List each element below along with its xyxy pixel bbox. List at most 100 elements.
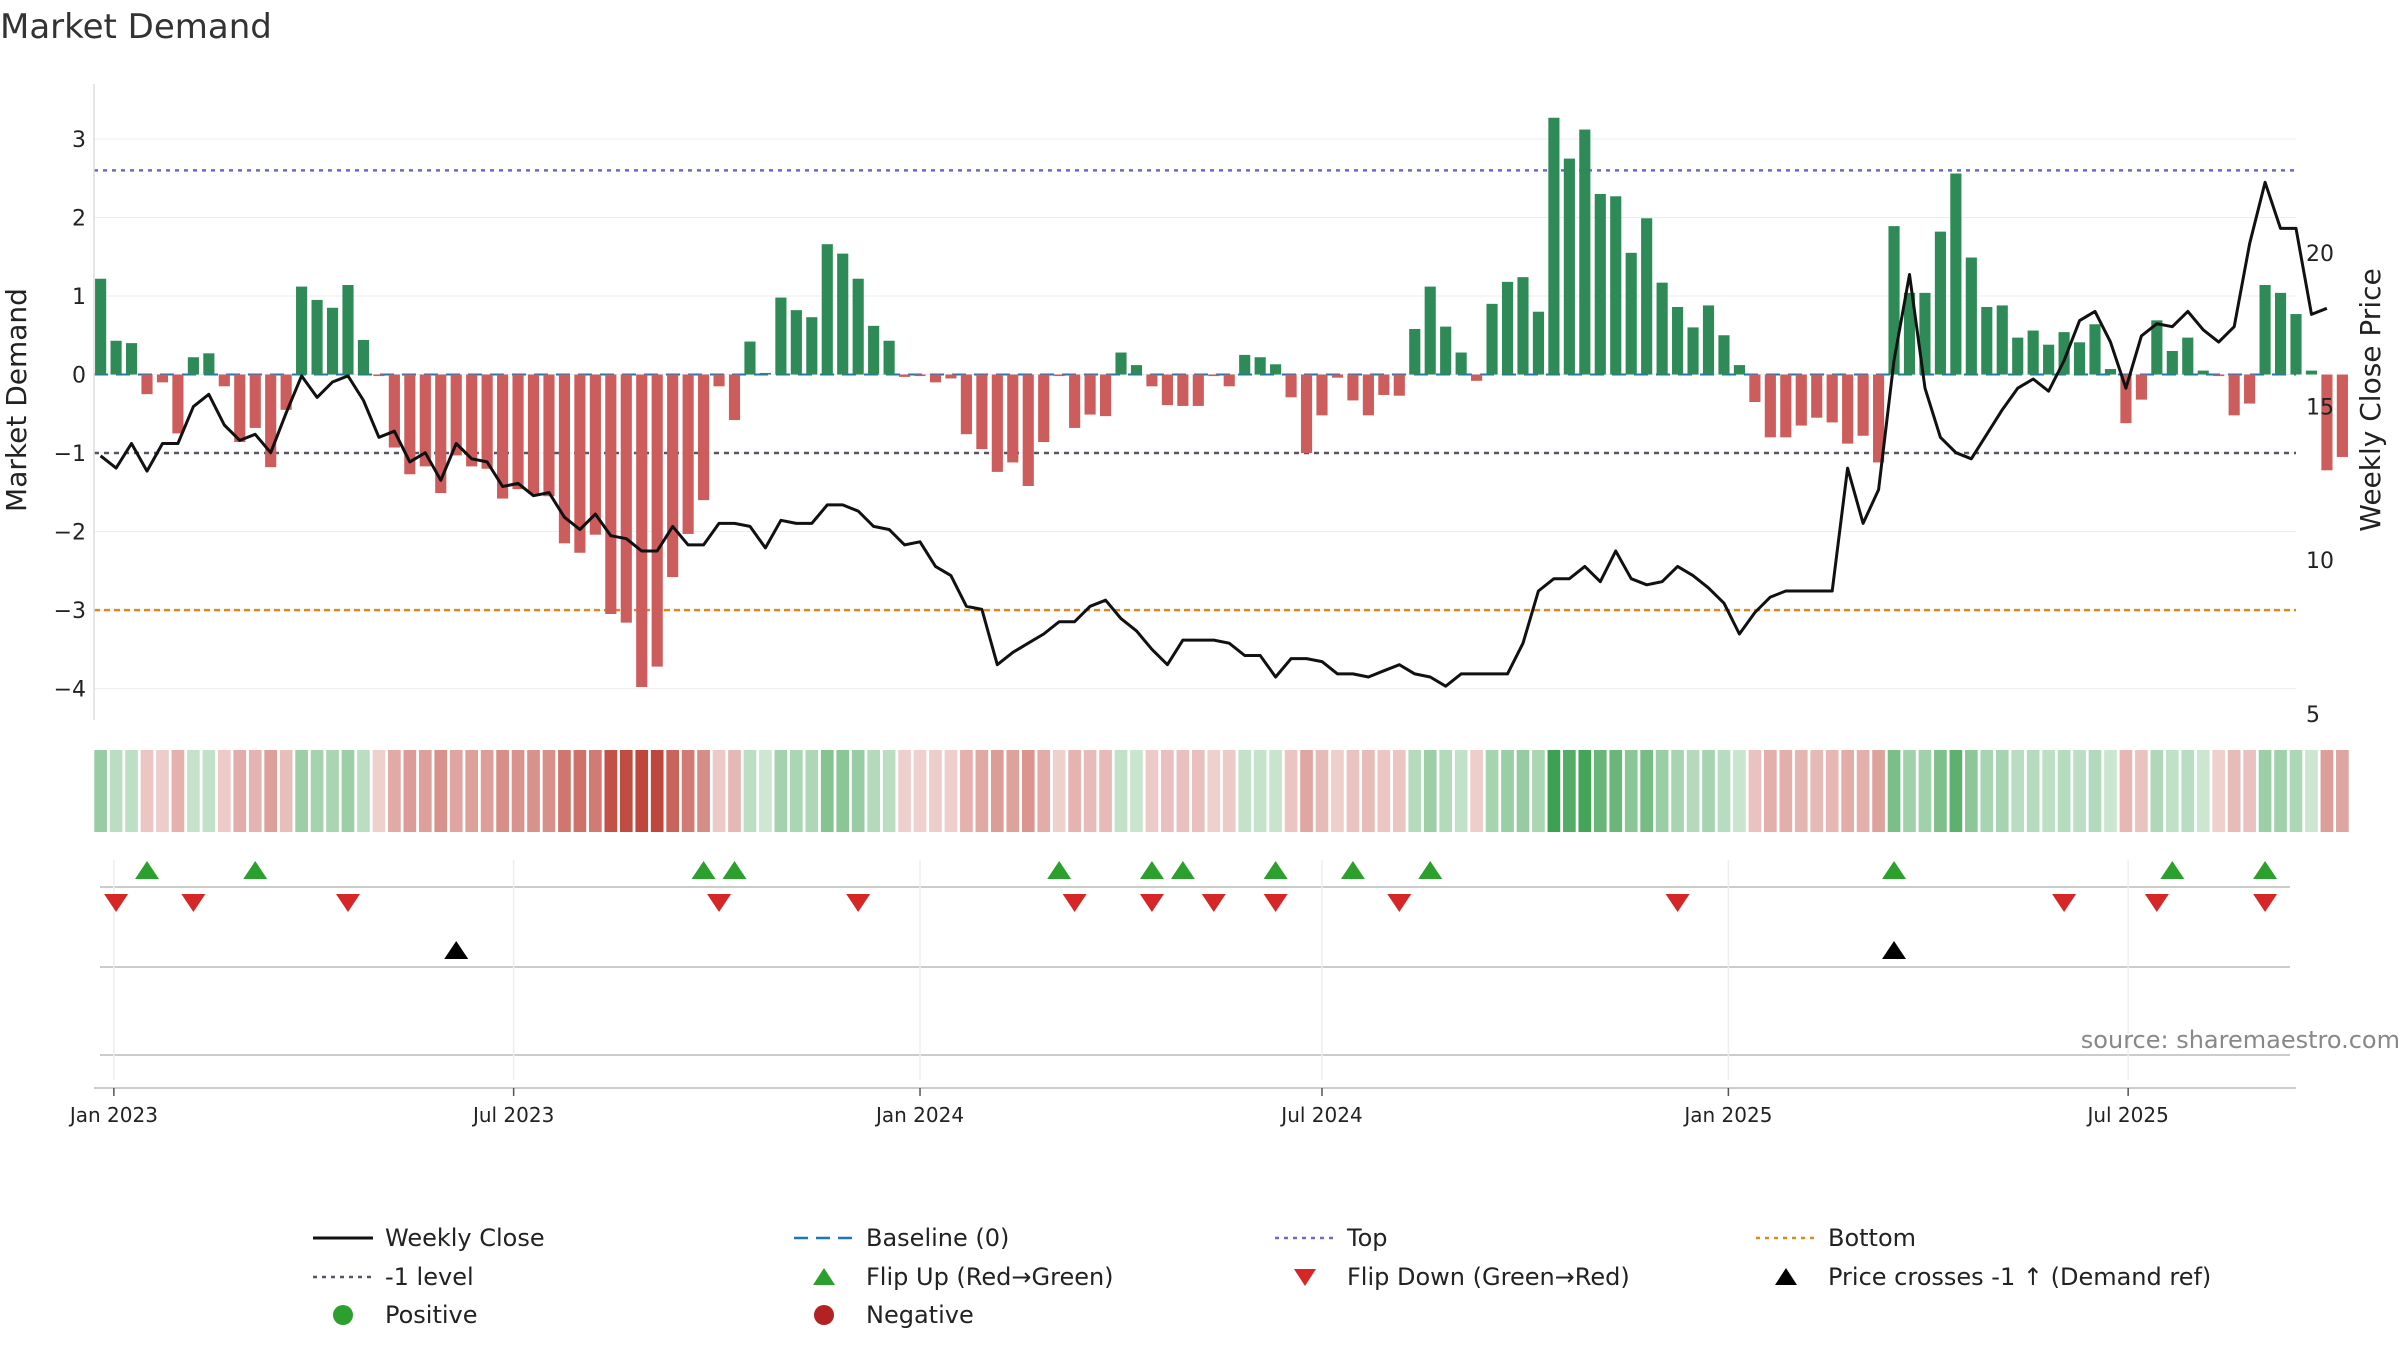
demand-bar xyxy=(512,374,524,490)
demand-bar xyxy=(960,374,972,435)
demand-bar xyxy=(296,286,308,375)
heat-cell xyxy=(1269,750,1282,832)
heat-cell xyxy=(2011,750,2025,832)
heat-cell xyxy=(1578,750,1592,832)
demand-bar xyxy=(435,374,447,494)
demand-bar xyxy=(1811,374,1823,418)
legend-label: Negative xyxy=(866,1301,974,1329)
demand-bar xyxy=(125,343,138,375)
heat-cell xyxy=(2336,750,2349,832)
heat-cell xyxy=(2258,750,2272,832)
y-tick-label: 1 xyxy=(72,285,86,310)
demand-bar xyxy=(1996,305,2008,375)
heat-cell xyxy=(449,750,463,832)
demand-bar xyxy=(404,374,416,475)
heat-cell xyxy=(372,750,386,832)
demand-bar xyxy=(589,374,601,535)
demand-bar xyxy=(1007,374,1019,463)
demand-bar xyxy=(2321,374,2333,471)
demand-bar xyxy=(1579,129,1591,375)
demand-bar xyxy=(1857,374,1869,436)
heat-cell xyxy=(960,750,973,832)
y2-tick-label: 20 xyxy=(2306,242,2334,267)
demand-bar xyxy=(806,317,818,375)
heat-cell xyxy=(480,750,494,832)
flip-down-marker xyxy=(707,894,732,912)
flip-up-marker xyxy=(1418,861,1443,879)
heat-cell xyxy=(1052,750,1066,832)
demand-bar xyxy=(991,374,1003,472)
heat-cell xyxy=(1794,750,1808,832)
flip-up-marker xyxy=(691,861,716,879)
demand-bar xyxy=(1687,327,1699,375)
heat-cell xyxy=(2274,750,2287,832)
demand-bar xyxy=(2259,285,2271,375)
demand-bar xyxy=(280,374,292,410)
demand-bar xyxy=(1672,306,1684,375)
demand-bar xyxy=(1594,193,1606,375)
heat-cell xyxy=(650,750,664,832)
heat-cell xyxy=(1253,750,1267,832)
heat-cell xyxy=(1671,750,1684,832)
demand-bar xyxy=(558,374,571,544)
heat-cell xyxy=(697,750,710,832)
legend-label: Price crosses -1 ↑ (Demand ref) xyxy=(1828,1263,2211,1291)
heat-cell xyxy=(1161,750,1174,832)
flip-up-marker xyxy=(1882,861,1907,879)
demand-bar xyxy=(1362,374,1374,416)
heat-cell xyxy=(388,750,401,832)
heat-cell xyxy=(975,750,989,832)
demand-bar xyxy=(95,278,107,375)
heat-cell xyxy=(187,750,200,832)
demand-bar xyxy=(713,374,725,387)
flip-down-marker xyxy=(1062,894,1087,912)
demand-bar xyxy=(837,253,849,375)
demand-bar xyxy=(1733,365,1745,375)
demand-bar xyxy=(265,374,277,468)
demand-bar xyxy=(1254,357,1266,375)
demand-bar xyxy=(2305,370,2318,375)
price-line-group xyxy=(99,180,2328,688)
heat-cell xyxy=(1733,750,1746,832)
heat-cell xyxy=(1392,750,1406,832)
demand-bar xyxy=(234,374,246,443)
demand-bar xyxy=(2073,342,2086,375)
demand-bar xyxy=(1146,374,1158,387)
heat-cell xyxy=(2320,750,2334,832)
heat-cell xyxy=(1083,750,1097,832)
demand-bar xyxy=(1053,374,1065,377)
heat-cell xyxy=(1995,750,2009,832)
heat-cell xyxy=(898,750,911,832)
heat-cell xyxy=(1501,750,1514,832)
heat-cell xyxy=(1021,750,1035,832)
heat-cell xyxy=(589,750,602,832)
y-tick-label: 2 xyxy=(72,206,86,231)
heat-cell xyxy=(820,750,834,832)
signal-markers xyxy=(100,860,2290,1080)
legend-label: Positive xyxy=(385,1301,478,1329)
demand-bar xyxy=(1764,374,1776,438)
weekly-close-line xyxy=(99,180,2328,688)
heat-cell xyxy=(1563,750,1576,832)
demand-bar xyxy=(914,374,926,377)
heat-cell xyxy=(217,750,231,832)
demand-bar xyxy=(868,325,880,375)
heat-cell xyxy=(635,750,649,832)
demand-bar xyxy=(2135,374,2147,400)
heat-cell xyxy=(1300,750,1313,832)
flip-down-marker xyxy=(2144,894,2169,912)
heat-cell xyxy=(279,750,293,832)
heat-cell xyxy=(929,750,942,832)
legend-symbol xyxy=(1294,1269,1316,1286)
demand-bar xyxy=(2213,374,2225,377)
demand-bar xyxy=(2151,320,2163,375)
demand-bar xyxy=(2089,324,2101,375)
demand-bar xyxy=(605,374,617,614)
demand-bar xyxy=(481,374,493,469)
heat-cell xyxy=(1964,750,1978,832)
x-tick-label: Jul 2024 xyxy=(1279,1103,1362,1127)
heat-cell xyxy=(2088,750,2102,832)
demand-bar xyxy=(1099,374,1112,417)
heat-cell xyxy=(233,750,247,832)
legend-symbol xyxy=(1775,1268,1797,1285)
